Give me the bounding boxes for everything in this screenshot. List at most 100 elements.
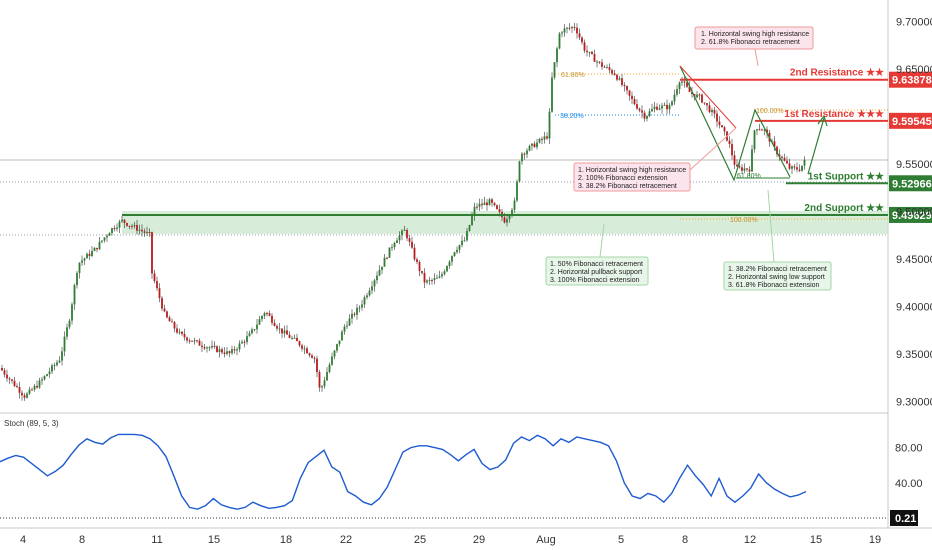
level-price-tag <box>889 206 932 223</box>
price-tick-label: 9.40000 <box>896 301 932 313</box>
candle-body <box>558 33 561 49</box>
annotation-pointer <box>689 127 737 171</box>
candle-body <box>36 385 38 388</box>
candle-body <box>156 281 158 289</box>
candle-body <box>576 27 578 34</box>
candle-body <box>601 62 603 67</box>
candle-body <box>746 168 748 170</box>
candle-body <box>443 271 446 275</box>
candle-body <box>483 202 486 206</box>
candle-body <box>548 111 551 139</box>
stoch-tick-label: 40.00 <box>895 478 923 490</box>
candle-body <box>636 104 638 109</box>
candle-body <box>331 356 333 365</box>
candle-body <box>611 70 613 74</box>
stoch-axis: 80.00 40.00 <box>895 443 923 490</box>
stoch-line <box>0 433 807 510</box>
candle-body <box>598 61 601 63</box>
time-tick-label: 11 <box>151 534 162 546</box>
price-tick-label: 9.50000 <box>896 206 932 218</box>
candle-body <box>3 370 6 375</box>
candle-body <box>296 337 298 342</box>
candle-body <box>588 51 591 53</box>
candle-body <box>416 259 418 262</box>
candle-body <box>28 389 31 394</box>
level-price-label: 9.49629 <box>892 210 932 222</box>
candle-body <box>586 50 588 53</box>
level-label: 1st Support ★★ <box>808 171 884 182</box>
candle-body <box>348 318 351 326</box>
candle-body <box>503 217 506 223</box>
candle-body <box>711 109 713 113</box>
candle-body <box>168 317 171 322</box>
candle-body <box>478 203 481 207</box>
candle-body <box>508 215 511 220</box>
candle-body <box>466 230 468 241</box>
candle-body <box>721 125 723 128</box>
candle-body <box>311 355 313 358</box>
candle-body <box>8 378 11 380</box>
candle-body <box>328 364 331 373</box>
candle-body <box>691 92 693 94</box>
candle-body <box>153 273 156 282</box>
candle-body <box>396 240 398 244</box>
candle-body <box>653 106 656 110</box>
candle-body <box>251 329 253 334</box>
candle-body <box>646 116 648 119</box>
candle-body <box>326 372 328 381</box>
candle-body <box>86 253 88 259</box>
candle-body <box>673 94 676 102</box>
candle-body <box>231 349 233 354</box>
candle-body <box>183 333 186 338</box>
candle-body <box>268 313 271 316</box>
candle-body <box>216 346 218 353</box>
candle-body <box>33 385 36 390</box>
annotation-box <box>723 261 832 291</box>
candle-body <box>91 250 93 256</box>
candle-body <box>226 351 228 354</box>
candle-body <box>571 26 573 29</box>
candle-body <box>538 138 541 143</box>
candle-body <box>796 167 798 170</box>
candle-body <box>403 229 406 231</box>
candle-body <box>701 94 703 103</box>
candle-body <box>138 229 141 231</box>
fib-label-618b: 61.80% <box>737 173 761 180</box>
candle-body <box>126 222 128 226</box>
candle-body <box>271 315 273 323</box>
candle-body <box>578 33 581 38</box>
time-tick-label: 18 <box>280 534 292 546</box>
candle-body <box>741 167 743 171</box>
candle-body <box>188 340 191 342</box>
candle-body <box>471 215 473 226</box>
candle-body <box>238 343 241 350</box>
candle-body <box>623 85 626 87</box>
candle-body <box>541 138 543 140</box>
level-label: 1st Resistance ★★★ <box>784 109 884 120</box>
candle-body <box>243 341 246 343</box>
candle-body <box>141 229 143 232</box>
candle-body <box>273 322 276 326</box>
candle-body <box>743 168 746 171</box>
candle-body <box>738 166 741 168</box>
candle-body <box>551 77 553 112</box>
candle-body <box>146 231 148 233</box>
candle-body <box>323 380 326 387</box>
candle-body <box>451 255 453 262</box>
candle-body <box>411 241 413 248</box>
candle-body <box>748 169 751 172</box>
candle-body <box>783 157 786 161</box>
annotation-box <box>694 26 814 50</box>
candle-body <box>393 243 396 248</box>
candle-body <box>43 376 46 380</box>
annotation-top-right: 1. Horizontal swing high resistance 2. 6… <box>694 26 814 67</box>
candle-body <box>758 129 761 131</box>
candle-body <box>666 104 668 110</box>
candle-body <box>266 312 268 314</box>
harmonic-pattern <box>679 65 791 182</box>
candle-body <box>1 368 3 371</box>
annotation-line: 1. 38.2% Fibonacci retracement <box>728 266 827 273</box>
candle-body <box>628 90 631 96</box>
candle-body <box>613 73 616 75</box>
